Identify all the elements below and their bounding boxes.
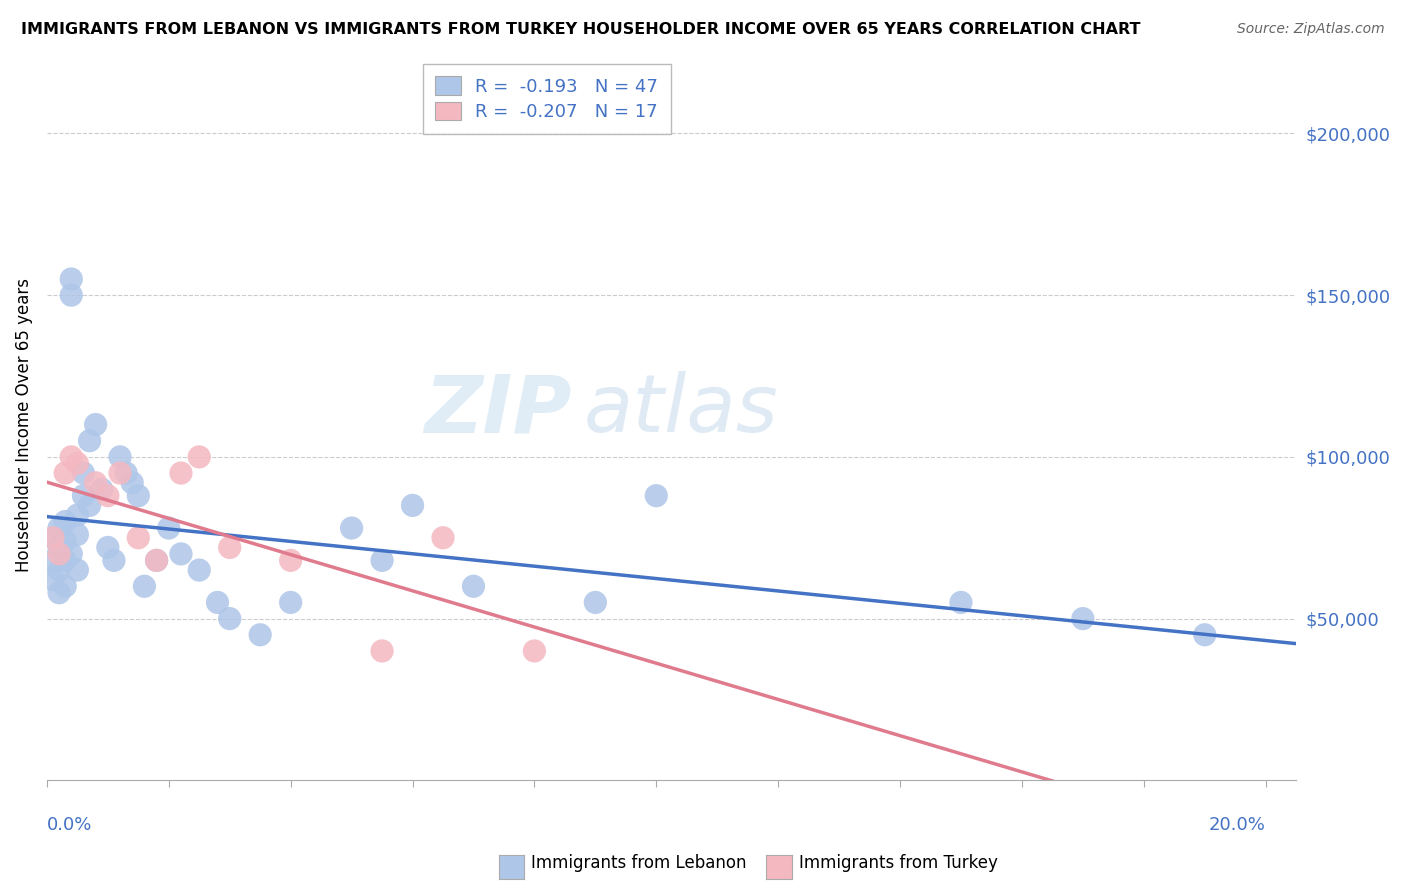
Point [523,644,546,658]
Point [371,644,394,658]
Point [42,573,65,587]
Point [218,612,240,626]
Point [127,489,149,503]
Point [401,499,423,513]
Point [42,531,65,545]
Y-axis label: Householder Income Over 65 years: Householder Income Over 65 years [15,277,32,572]
Text: Source: ZipAtlas.com: Source: ZipAtlas.com [1237,22,1385,37]
Point [53,515,76,529]
Text: Immigrants from Lebanon: Immigrants from Lebanon [531,855,747,872]
Point [97,541,120,555]
Point [103,553,125,567]
Point [42,531,65,545]
Point [48,521,70,535]
Text: 0.0%: 0.0% [46,816,93,834]
Point [53,579,76,593]
Point [127,531,149,545]
Point [280,553,302,567]
Point [340,521,363,535]
Point [42,553,65,567]
Point [66,508,89,522]
Point [170,466,193,480]
Point [60,450,83,464]
Point [79,434,101,448]
Point [115,466,138,480]
Point [48,547,70,561]
Point [66,527,89,541]
Point [66,563,89,577]
Point [53,466,76,480]
Text: atlas: atlas [583,371,779,450]
Point [1194,628,1216,642]
Point [72,489,94,503]
Point [84,417,107,432]
Point [121,475,143,490]
Point [583,595,606,609]
Point [207,595,229,609]
Point [97,489,120,503]
Point [249,628,271,642]
Point [60,547,83,561]
Point [60,288,83,302]
Point [53,553,76,567]
Legend: R =  -0.193   N = 47, R =  -0.207   N = 17: R = -0.193 N = 47, R = -0.207 N = 17 [423,63,671,134]
Point [90,482,112,496]
Point [218,541,240,555]
Point [66,456,89,470]
Point [280,595,302,609]
Point [463,579,485,593]
Point [134,579,156,593]
Point [188,450,211,464]
Point [72,466,94,480]
Point [53,533,76,548]
Point [157,521,180,535]
Point [371,553,394,567]
Point [60,272,83,286]
Text: ZIP: ZIP [425,371,572,450]
Point [949,595,972,609]
Point [108,466,131,480]
Text: IMMIGRANTS FROM LEBANON VS IMMIGRANTS FROM TURKEY HOUSEHOLDER INCOME OVER 65 YEA: IMMIGRANTS FROM LEBANON VS IMMIGRANTS FR… [21,22,1140,37]
Point [79,499,101,513]
Point [48,585,70,599]
Point [188,563,211,577]
Point [170,547,193,561]
Point [48,563,70,577]
Point [84,475,107,490]
Point [145,553,167,567]
Point [432,531,454,545]
Point [108,450,131,464]
Point [645,489,668,503]
Point [48,541,70,555]
Text: 20.0%: 20.0% [1209,816,1265,834]
Point [1071,612,1094,626]
Text: Immigrants from Turkey: Immigrants from Turkey [799,855,997,872]
Point [145,553,167,567]
